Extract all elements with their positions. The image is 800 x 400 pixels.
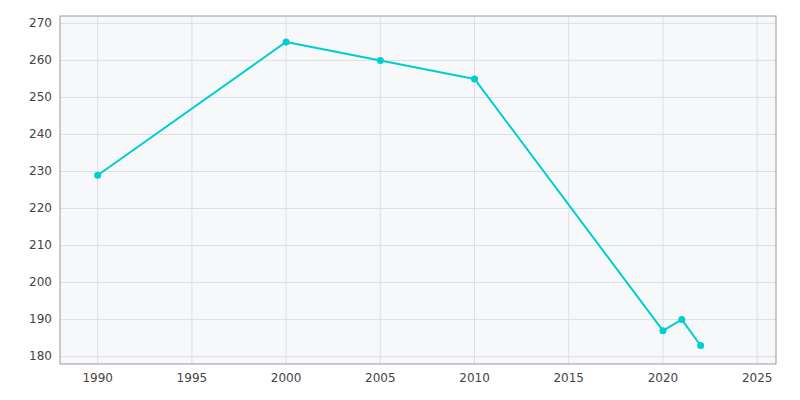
y-grid-line — [60, 23, 776, 24]
y-tick-label: 220 — [29, 201, 52, 215]
grid — [60, 16, 776, 364]
y-tick-label: 250 — [29, 90, 52, 104]
y-grid-line — [60, 208, 776, 209]
x-tick-label: 2020 — [648, 371, 679, 385]
chart: 180 190 200 210 220 230 240 250 260 270 1990 1995 20… — [0, 0, 800, 400]
y-grid-line — [60, 97, 776, 98]
plot-frame — [60, 16, 776, 364]
y-grid-line — [60, 171, 776, 172]
x-grid-line — [474, 16, 475, 364]
marker — [283, 38, 290, 45]
x-grid-line — [380, 16, 381, 364]
x-grid-line — [757, 16, 758, 364]
x-tick-label: 2025 — [742, 371, 773, 385]
y-tick-label: 240 — [29, 127, 52, 141]
axes: 180 190 200 210 220 230 240 250 260 270 1990 1995 20… — [29, 16, 772, 385]
y-grid-line — [60, 245, 776, 246]
y-tick-label: 190 — [29, 312, 52, 326]
y-grid-line — [60, 356, 776, 357]
x-tick-label: 2000 — [271, 371, 302, 385]
series — [94, 38, 704, 349]
x-grid-line — [286, 16, 287, 364]
plot-area — [60, 16, 776, 364]
x-grid-line — [568, 16, 569, 364]
x-tick-label: 2015 — [553, 371, 584, 385]
y-grid-line — [60, 60, 776, 61]
y-grid-line — [60, 282, 776, 283]
marker — [94, 172, 101, 179]
y-tick-label: 180 — [29, 349, 52, 363]
marker — [659, 327, 666, 334]
y-tick-label: 270 — [29, 16, 52, 30]
x-tick-label: 1990 — [82, 371, 113, 385]
x-grid-line — [97, 16, 98, 364]
line — [98, 42, 701, 346]
y-grid-line — [60, 319, 776, 320]
y-grid-line — [60, 134, 776, 135]
marker — [678, 316, 685, 323]
y-tick-label: 200 — [29, 275, 52, 289]
marker — [471, 75, 478, 82]
x-grid-line — [191, 16, 192, 364]
x-grid-line — [662, 16, 663, 364]
x-tick-label: 2010 — [459, 371, 490, 385]
x-tick-label: 1995 — [177, 371, 208, 385]
y-tick-label: 230 — [29, 164, 52, 178]
y-tick-label: 210 — [29, 238, 52, 252]
x-tick-label: 2005 — [365, 371, 396, 385]
marker — [697, 342, 704, 349]
y-tick-label: 260 — [29, 53, 52, 67]
marker — [377, 57, 384, 64]
